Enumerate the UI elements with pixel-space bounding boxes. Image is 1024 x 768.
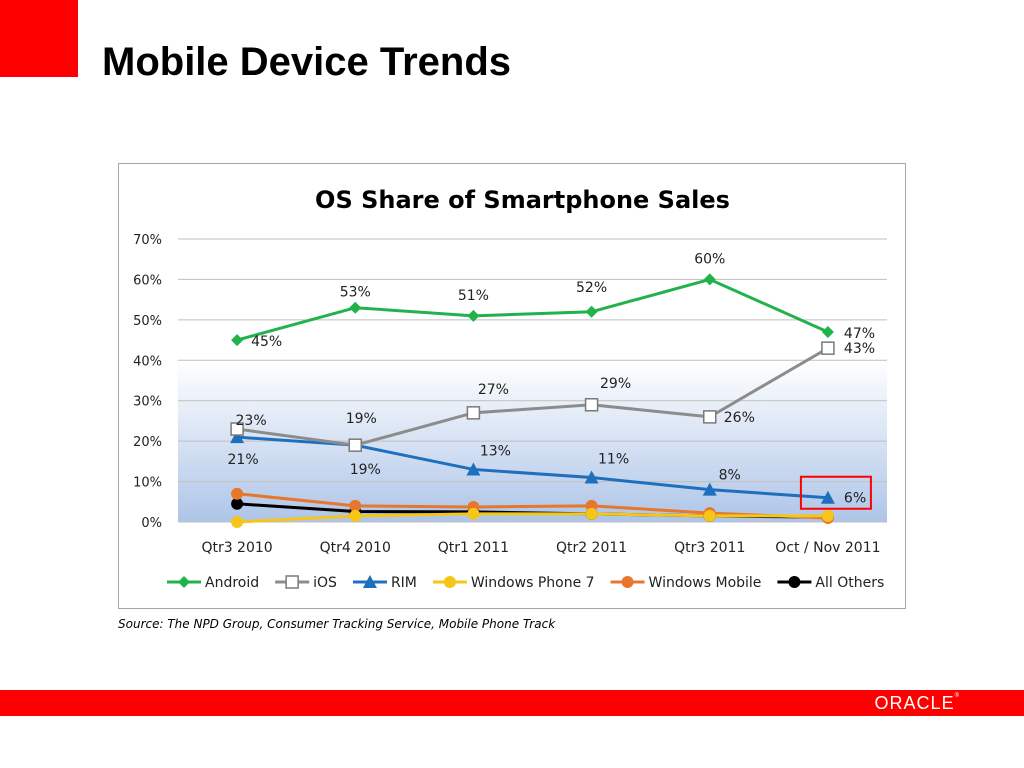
- data-point: [231, 487, 244, 500]
- legend-label: Windows Phone 7: [471, 575, 595, 591]
- data-point: [231, 497, 244, 510]
- footer-band: ORACLE®: [0, 690, 1024, 716]
- data-point: [467, 507, 480, 520]
- data-label: 60%: [694, 251, 725, 267]
- data-point: [467, 309, 480, 322]
- data-point: [703, 273, 716, 286]
- data-point: [703, 410, 717, 424]
- data-point: [466, 462, 481, 476]
- series-line-android: [236, 277, 829, 342]
- legend-entry: Windows Mobile: [610, 575, 762, 591]
- chart-frame: OS Share of Smartphone Sales 0% 10% 20% 30% 4…: [118, 163, 906, 609]
- data-point: [466, 406, 481, 420]
- x-tick-label: Qtr2 2011: [556, 540, 627, 556]
- data-point: [285, 575, 299, 589]
- data-point: [584, 470, 599, 484]
- data-point: [231, 334, 244, 347]
- data-point: [821, 509, 834, 522]
- data-point: [621, 576, 634, 588]
- data-label: 19%: [350, 462, 381, 478]
- data-label: 43%: [844, 341, 875, 357]
- data-point: [362, 575, 377, 588]
- legend-label: RIM: [391, 575, 417, 591]
- data-label: 47%: [844, 326, 875, 342]
- highlight-box: [799, 475, 872, 510]
- data-label: 26%: [724, 410, 755, 426]
- data-label: 21%: [228, 452, 259, 468]
- y-tick-label: 0%: [141, 516, 162, 531]
- x-tick-label: Oct / Nov 2011: [775, 540, 880, 556]
- data-point: [584, 398, 599, 412]
- data-label: 23%: [236, 413, 267, 429]
- data-point: [702, 482, 717, 496]
- y-tick-label: 60%: [133, 273, 162, 288]
- data-point: [348, 438, 362, 452]
- chart-title: OS Share of Smartphone Sales: [315, 186, 730, 214]
- series-line-windows-phone-7: [237, 512, 828, 524]
- data-point: [230, 430, 245, 444]
- data-point: [788, 576, 801, 588]
- x-tick-label: Qtr1 2011: [438, 540, 509, 556]
- data-point: [349, 301, 362, 314]
- data-point: [230, 422, 244, 436]
- data-label: 53%: [340, 285, 371, 301]
- y-tick-label: 50%: [133, 314, 162, 329]
- slide-title: Mobile Device Trends: [102, 40, 512, 84]
- legend-entry: Android: [167, 575, 259, 591]
- accent-square: [0, 0, 78, 77]
- data-point: [231, 516, 244, 528]
- oracle-logo: ORACLE®: [874, 693, 960, 713]
- data-point: [821, 341, 835, 355]
- data-point: [443, 576, 456, 588]
- data-point: [703, 509, 716, 522]
- data-label: 8%: [719, 468, 741, 484]
- legend-label: Windows Mobile: [649, 575, 762, 591]
- data-point: [821, 325, 834, 338]
- data-label: 52%: [576, 280, 607, 296]
- data-point: [585, 305, 598, 318]
- data-label: 45%: [251, 334, 282, 350]
- data-label: 11%: [598, 452, 629, 468]
- os-share-chart: OS Share of Smartphone Sales 0% 10% 20% 30% 4…: [133, 186, 887, 591]
- legend-entry: Windows Phone 7: [432, 575, 595, 591]
- y-tick-label: 20%: [133, 435, 162, 450]
- data-label: 13%: [480, 443, 511, 459]
- legend-label: iOS: [313, 575, 337, 591]
- data-point: [349, 509, 362, 522]
- data-label: 19%: [346, 411, 377, 427]
- x-tick-label: Qtr3 2011: [674, 540, 745, 556]
- y-tick-label: 10%: [133, 476, 162, 491]
- series-line-windows-mobile: [236, 492, 828, 520]
- legend-entry: RIM: [352, 575, 417, 591]
- series-line-ios: [236, 346, 829, 447]
- y-tick-label: 70%: [133, 233, 162, 248]
- data-label: 51%: [458, 288, 489, 304]
- source-note: Source: The NPD Group, Consumer Tracking…: [118, 617, 556, 631]
- y-tick-label: 30%: [133, 395, 162, 410]
- x-tick-label: Qtr4 2010: [320, 540, 391, 556]
- data-point: [178, 576, 190, 588]
- y-tick-label: 40%: [133, 354, 162, 369]
- data-point: [585, 507, 598, 520]
- legend-label: Android: [205, 575, 259, 591]
- legend-entry: All Others: [777, 575, 884, 591]
- legend-entry: iOS: [275, 575, 337, 591]
- x-tick-label: Qtr3 2010: [201, 540, 272, 556]
- data-label: 29%: [600, 376, 631, 392]
- data-label: 6%: [844, 491, 866, 507]
- legend-label: All Others: [815, 575, 884, 591]
- data-label: 27%: [478, 382, 509, 398]
- data-point: [349, 499, 362, 512]
- data-point: [820, 490, 835, 504]
